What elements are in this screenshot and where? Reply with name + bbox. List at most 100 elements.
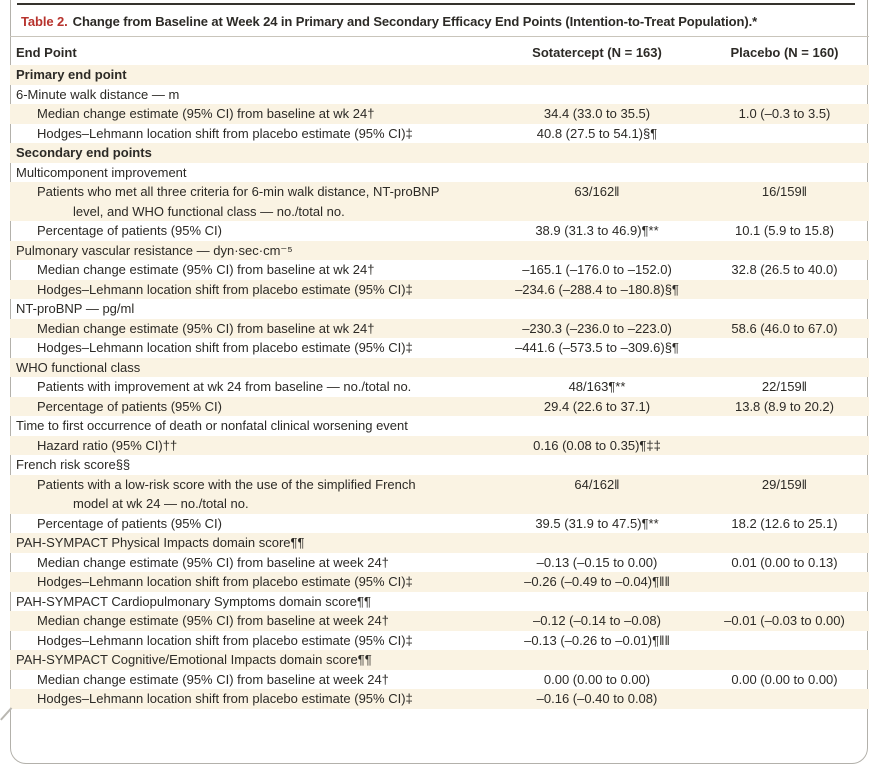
- table-row: PAH-SYMPACT Physical Impacts domain scor…: [10, 533, 869, 553]
- sotatercept-value: 0.00 (0.00 to 0.00): [543, 671, 651, 687]
- sotatercept-value: 40.8 (27.5 to 54.1)§¶: [536, 125, 658, 141]
- column-header-sotatercept: Sotatercept (N = 163): [532, 45, 662, 60]
- endpoint-label: Median change estimate (95% CI) from bas…: [37, 106, 375, 121]
- sotatercept-value: –230.3 (–236.0 to –223.0): [522, 320, 672, 336]
- table-row: WHO functional class: [10, 357, 869, 377]
- page-curl-artifact: [0, 706, 12, 720]
- sotatercept-value: –0.12 (–0.14 to –0.08): [533, 613, 661, 628]
- endpoint-label: PAH-SYMPACT Physical Impacts domain scor…: [16, 535, 305, 550]
- table-row: Secondary end points: [10, 143, 869, 163]
- sotatercept-value: 34.4 (33.0 to 35.5): [543, 106, 651, 121]
- table-row: Percentage of patients (95% CI) 38.9 (31.…: [10, 221, 869, 241]
- endpoint-label: Pulmonary vascular resistance — dyn·sec·…: [16, 242, 293, 258]
- table-title: Table 2. Change from Baseline at Week 24 …: [10, 5, 869, 37]
- endpoint-label: Hodges–Lehmann location shift from place…: [37, 632, 413, 648]
- table-row: PAH-SYMPACT Cognitive/Emotional Impacts …: [10, 650, 869, 670]
- sotatercept-value: 48/163¶**: [568, 379, 626, 394]
- endpoint-label: Median change estimate (95% CI) from bas…: [37, 613, 389, 628]
- sotatercept-value: 39.5 (31.9 to 47.5)¶**: [535, 515, 659, 531]
- endpoint-label: PAH-SYMPACT Cognitive/Emotional Impacts …: [16, 652, 372, 667]
- table-row: Patients who met all three criteria for …: [10, 182, 869, 221]
- endpoint-label: Hodges–Lehmann location shift from place…: [37, 281, 413, 297]
- sotatercept-value: –0.13 (–0.15 to 0.00): [536, 554, 658, 570]
- endpoint-label: Hodges–Lehmann location shift from place…: [37, 125, 413, 141]
- table-header-row: End Point Sotatercept (N = 163) Placebo …: [10, 37, 869, 65]
- sotatercept-value: –0.13 (–0.26 to –0.01)¶‖‖: [524, 632, 670, 648]
- table-top-rule: [17, 3, 855, 5]
- table-row: Percentage of patients (95% CI) 39.5 (31.…: [10, 514, 869, 534]
- placebo-value: 0.00 (0.00 to 0.00): [731, 671, 838, 687]
- placebo-value: 29/159‖: [761, 476, 808, 492]
- placebo-value: 1.0 (–0.3 to 3.5): [738, 106, 831, 121]
- column-header-placebo: Placebo (N = 160): [730, 45, 839, 60]
- table-row: Time to first occurrence of death or non…: [10, 416, 869, 436]
- endpoint-label: Median change estimate (95% CI) from bas…: [37, 554, 389, 570]
- endpoint-label: Percentage of patients (95% CI): [37, 398, 222, 414]
- table-row: 6-Minute walk distance — m: [10, 85, 869, 105]
- table-row: Hodges–Lehmann location shift from place…: [10, 689, 869, 709]
- sotatercept-value: –0.26 (–0.49 to –0.04)¶‖‖: [524, 574, 670, 589]
- table-row: Median change estimate (95% CI) from bas…: [10, 611, 869, 631]
- table-row: Median change estimate (95% CI) from bas…: [10, 553, 869, 573]
- endpoint-label: Hodges–Lehmann location shift from place…: [37, 574, 413, 589]
- table-row: NT-proBNP — pg/ml: [10, 299, 869, 319]
- table-body: Primary end point 6-Minute walk distance …: [10, 65, 869, 709]
- journal-table: Table 2. Change from Baseline at Week 24 …: [10, 5, 869, 709]
- placebo-value: 13.8 (8.9 to 20.2): [734, 398, 834, 414]
- sotatercept-value: –234.6 (–288.4 to –180.8)§¶: [515, 281, 679, 297]
- placebo-value: 18.2 (12.6 to 25.1): [731, 515, 838, 531]
- endpoint-label: Secondary end points: [16, 145, 152, 160]
- table-row: Patients with improvement at wk 24 from …: [10, 377, 869, 397]
- table-row: Median change estimate (95% CI) from bas…: [10, 104, 869, 124]
- endpoint-label: Time to first occurrence of death or non…: [16, 418, 408, 433]
- table-row: Hodges–Lehmann location shift from place…: [10, 572, 869, 592]
- endpoint-label: Hazard ratio (95% CI)††: [37, 437, 178, 453]
- table-row: Median change estimate (95% CI) from bas…: [10, 670, 869, 690]
- table-row: Hazard ratio (95% CI)†† 0.16 (0.08 to 0.3…: [10, 435, 869, 455]
- table-row: Percentage of patients (95% CI) 29.4 (22.…: [10, 396, 869, 416]
- endpoint-label: Multicomponent improvement: [16, 164, 187, 180]
- column-header-endpoint: End Point: [16, 45, 77, 60]
- endpoint-label: Patients with a low-risk score with the …: [37, 476, 416, 512]
- sotatercept-value: –165.1 (–176.0 to –152.0): [522, 262, 672, 277]
- sotatercept-value: –441.6 (–573.5 to –309.6)§¶: [515, 340, 679, 355]
- placebo-value: 16/159‖: [761, 184, 808, 199]
- table-row: Median change estimate (95% CI) from bas…: [10, 318, 869, 338]
- table-row: Primary end point: [10, 65, 869, 85]
- table-row: PAH-SYMPACT Cardiopulmonary Symptoms dom…: [10, 592, 869, 612]
- endpoint-label: Median change estimate (95% CI) from bas…: [37, 320, 375, 336]
- endpoint-label: Median change estimate (95% CI) from bas…: [37, 262, 375, 277]
- endpoint-label: NT-proBNP — pg/ml: [16, 301, 135, 316]
- table-row: Hodges–Lehmann location shift from place…: [10, 631, 869, 651]
- table-row: Hodges–Lehmann location shift from place…: [10, 279, 869, 299]
- sotatercept-value: 0.16 (0.08 to 0.35)¶‡‡: [533, 437, 661, 453]
- table-row: Multicomponent improvement: [10, 163, 869, 183]
- sotatercept-value: 38.9 (31.3 to 46.9)¶**: [535, 223, 659, 238]
- endpoint-label: French risk score§§: [16, 457, 131, 472]
- table-row: Hodges–Lehmann location shift from place…: [10, 124, 869, 144]
- sotatercept-value: –0.16 (–0.40 to 0.08): [536, 691, 658, 706]
- endpoint-label: Median change estimate (95% CI) from bas…: [37, 671, 389, 687]
- table-number-label: Table 2.: [21, 14, 68, 29]
- endpoint-label: Hodges–Lehmann location shift from place…: [37, 340, 413, 355]
- sotatercept-value: 63/162‖: [574, 184, 620, 199]
- endpoint-label: Primary end point: [16, 67, 127, 82]
- endpoint-label: Hodges–Lehmann location shift from place…: [37, 691, 413, 706]
- endpoint-label: Patients who met all three criteria for …: [37, 184, 440, 219]
- placebo-value: 10.1 (5.9 to 15.8): [734, 223, 834, 238]
- placebo-value: 0.01 (0.00 to 0.13): [731, 554, 838, 570]
- sotatercept-value: 29.4 (22.6 to 37.1): [543, 398, 651, 414]
- table-row: Pulmonary vascular resistance — dyn·sec·…: [10, 240, 869, 260]
- table-row: French risk score§§: [10, 455, 869, 475]
- table-row: Median change estimate (95% CI) from bas…: [10, 260, 869, 280]
- placebo-value: –0.01 (–0.03 to 0.00): [724, 613, 845, 628]
- placebo-value: 58.6 (46.0 to 67.0): [731, 320, 838, 336]
- endpoint-label: Patients with improvement at wk 24 from …: [37, 379, 412, 394]
- placebo-value: 22/159‖: [761, 379, 808, 394]
- table-title-text: Change from Baseline at Week 24 in Prima…: [72, 14, 758, 29]
- sotatercept-value: 64/162‖: [574, 476, 620, 492]
- endpoint-label: 6-Minute walk distance — m: [16, 86, 180, 102]
- table-row: Patients with a low-risk score with the …: [10, 474, 869, 514]
- placebo-value: 32.8 (26.5 to 40.0): [731, 262, 838, 277]
- endpoint-label: Percentage of patients (95% CI): [37, 515, 222, 531]
